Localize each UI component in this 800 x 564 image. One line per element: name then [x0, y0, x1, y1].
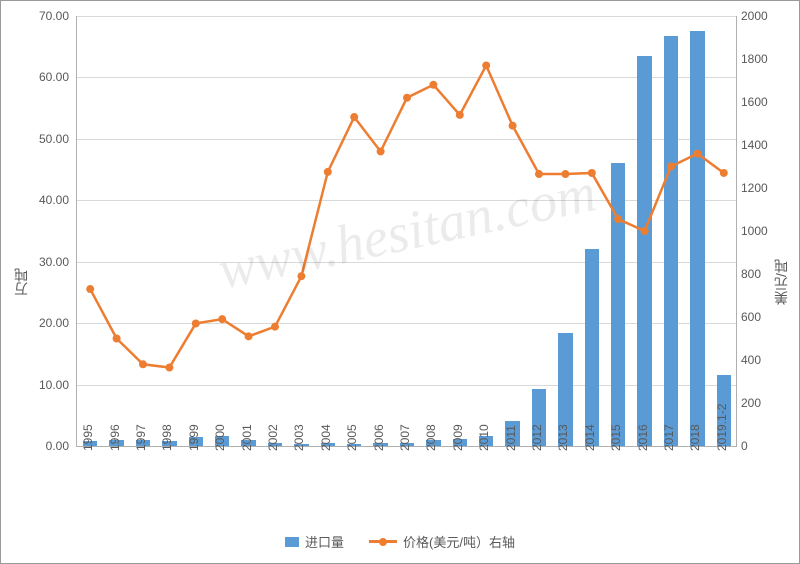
legend-item-bar: 进口量: [285, 532, 344, 551]
legend-line-label: 价格(美元/吨）右轴: [403, 532, 515, 551]
x-tick: 2005: [345, 424, 359, 451]
y-right-tick: 400: [741, 353, 791, 367]
y-right-tick: 1200: [741, 181, 791, 195]
legend-item-line: 价格(美元/吨）右轴: [369, 532, 515, 551]
x-tick: 2018: [688, 424, 702, 451]
y-left-tick: 40.00: [19, 193, 69, 207]
x-tick: 1998: [160, 424, 174, 451]
y-left-tick: 0.00: [19, 439, 69, 453]
x-tick: 2008: [424, 424, 438, 451]
x-tick: 1996: [108, 424, 122, 451]
x-tick: 2014: [583, 424, 597, 451]
bar-swatch-icon: [285, 537, 299, 547]
y-left-tick: 50.00: [19, 132, 69, 146]
y-right-tick: 200: [741, 396, 791, 410]
x-tick: 2019.1-2: [715, 404, 729, 451]
y-left-tick: 20.00: [19, 316, 69, 330]
x-tick: 2001: [240, 424, 254, 451]
line-swatch-icon: [369, 540, 397, 543]
y-right-tick: 800: [741, 267, 791, 281]
x-tick: 2015: [609, 424, 623, 451]
y-left-tick: 60.00: [19, 70, 69, 84]
y-left-tick: 70.00: [19, 9, 69, 23]
y-right-title: 美元/吨: [771, 259, 791, 305]
x-tick: 2006: [372, 424, 386, 451]
line-layer: [77, 16, 737, 446]
y-right-tick: 1000: [741, 224, 791, 238]
x-tick: 2004: [319, 424, 333, 451]
chart-container: 万吨 美元/吨 www.hesitan.com 进口量 价格(美元/吨）右轴 0…: [0, 0, 800, 564]
plot-right-border: [736, 16, 737, 446]
plot-area: www.hesitan.com: [76, 16, 737, 447]
x-tick: 2013: [556, 424, 570, 451]
legend: 进口量 价格(美元/吨）右轴: [285, 532, 515, 551]
y-right-tick: 1600: [741, 95, 791, 109]
x-tick: 2012: [530, 424, 544, 451]
y-left-title: 万吨: [11, 268, 31, 296]
x-tick: 2000: [213, 424, 227, 451]
x-tick: 2009: [451, 424, 465, 451]
x-tick: 1997: [134, 424, 148, 451]
x-tick: 1995: [81, 424, 95, 451]
x-tick: 2010: [477, 424, 491, 451]
x-tick: 2016: [636, 424, 650, 451]
x-tick: 2011: [504, 425, 518, 451]
y-right-tick: 0: [741, 439, 791, 453]
x-tick: 2002: [266, 424, 280, 451]
y-left-tick: 10.00: [19, 378, 69, 392]
x-tick: 1999: [187, 424, 201, 451]
y-right-tick: 2000: [741, 9, 791, 23]
x-tick: 2007: [398, 424, 412, 451]
y-right-tick: 600: [741, 310, 791, 324]
y-left-tick: 30.00: [19, 255, 69, 269]
y-right-tick: 1400: [741, 138, 791, 152]
x-tick: 2003: [292, 424, 306, 451]
x-tick: 2017: [662, 424, 676, 451]
y-right-tick: 1800: [741, 52, 791, 66]
legend-bar-label: 进口量: [305, 532, 344, 551]
